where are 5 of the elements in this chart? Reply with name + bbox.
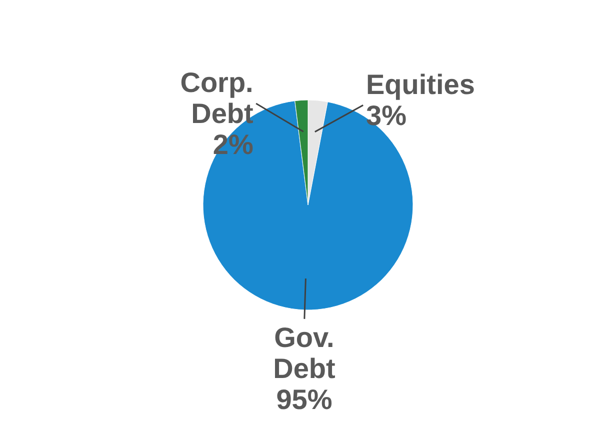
slice-label: Equities <box>366 68 475 100</box>
slice-label: Corp. Debt <box>180 67 254 130</box>
data-label: 3% <box>366 100 407 131</box>
slice-label: Gov. Debt <box>273 322 336 384</box>
data-label: 95% <box>276 384 332 415</box>
